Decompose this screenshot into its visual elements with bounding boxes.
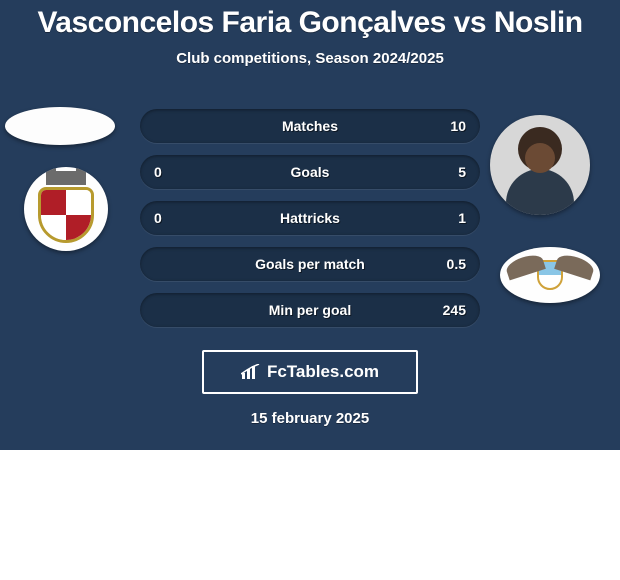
braga-crest-icon — [24, 167, 108, 251]
lazio-crest-icon — [500, 247, 600, 303]
comparison-card: Vasconcelos Faria Gonçalves vs Noslin Cl… — [0, 0, 620, 450]
stat-row: Matches10 — [140, 109, 480, 143]
stat-label: Min per goal — [140, 302, 480, 318]
stat-value-left: 0 — [154, 210, 162, 226]
stat-value-left: 0 — [154, 164, 162, 180]
stat-label: Goals — [140, 164, 480, 180]
page-title: Vasconcelos Faria Gonçalves vs Noslin — [0, 6, 620, 40]
stat-value-right: 0.5 — [447, 256, 466, 272]
player-right-avatar — [490, 115, 590, 215]
stat-value-right: 1 — [458, 210, 466, 226]
stat-row: Min per goal245 — [140, 293, 480, 327]
team-left-crest — [24, 167, 108, 251]
player-silhouette-icon — [490, 115, 590, 215]
stat-label: Matches — [140, 118, 480, 134]
stat-row: 0Hattricks1 — [140, 201, 480, 235]
date-stamp: 15 february 2025 — [0, 410, 620, 427]
stat-label: Hattricks — [140, 210, 480, 226]
stat-value-right: 10 — [450, 118, 466, 134]
subtitle: Club competitions, Season 2024/2025 — [0, 50, 620, 67]
stats-arena: Matches100Goals50Hattricks1Goals per mat… — [0, 97, 620, 347]
team-right-crest — [500, 247, 600, 303]
player-left-avatar — [5, 107, 115, 145]
stat-row: 0Goals5 — [140, 155, 480, 189]
stat-value-right: 245 — [443, 302, 466, 318]
brand-text: FcTables.com — [267, 362, 379, 382]
stat-row: Goals per match0.5 — [140, 247, 480, 281]
barchart-icon — [241, 364, 261, 380]
stat-label: Goals per match — [140, 256, 480, 272]
brand-box: FcTables.com — [202, 350, 418, 394]
stat-value-right: 5 — [458, 164, 466, 180]
